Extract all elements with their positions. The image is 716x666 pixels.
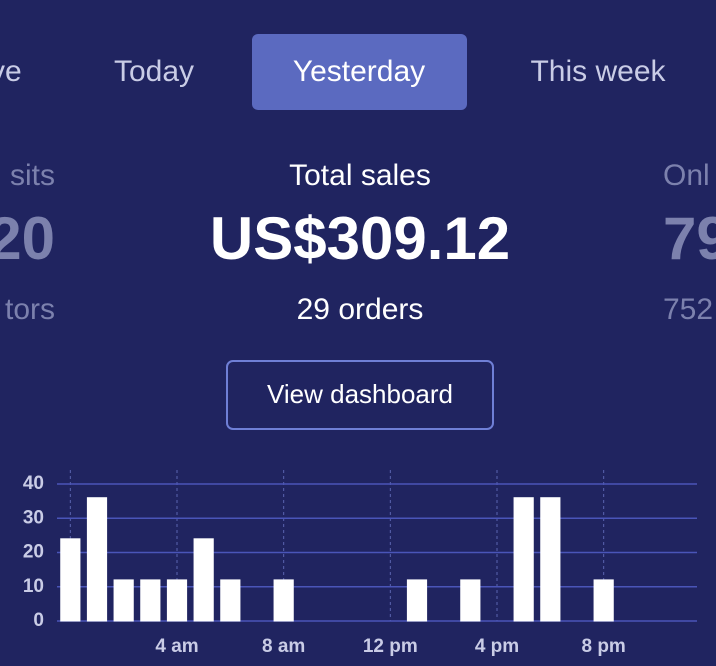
bar: [86, 497, 108, 622]
y-tick-label: 40: [23, 473, 44, 494]
stat-title: sits: [10, 159, 55, 192]
y-tick-label: 10: [23, 576, 44, 597]
x-tick-label: 8 am: [262, 636, 305, 657]
x-tick-label: 8 pm: [581, 636, 625, 657]
bar: [540, 497, 561, 622]
stat-right: Onl 79 752: [663, 159, 716, 326]
tab[interactable]: Today: [114, 55, 194, 88]
bar: [166, 579, 188, 622]
button-border[interactable]: [226, 360, 494, 430]
bar: [220, 579, 241, 622]
stat-detail: 29 orders: [297, 293, 424, 326]
bar: [140, 579, 161, 622]
x-tick-label: 12 pm: [363, 636, 418, 657]
stat-value: 79: [663, 205, 716, 272]
y-tick-label: 0: [33, 610, 44, 631]
stat-left: sits 20 tors: [0, 159, 55, 326]
x-tick-label: 4 pm: [475, 636, 519, 657]
bar: [60, 538, 81, 622]
y-tick-label: 20: [23, 542, 44, 563]
bar: [460, 579, 481, 622]
x-tick-label: 4 am: [155, 636, 198, 657]
stat-value: US$309.12: [210, 205, 510, 272]
tab[interactable]: This week: [530, 55, 666, 88]
stat-detail: tors: [5, 293, 55, 326]
stat-title: Total sales: [289, 159, 431, 192]
bar: [193, 538, 214, 622]
button-label[interactable]: View dashboard: [267, 379, 453, 409]
bar: [513, 497, 534, 622]
bar: [273, 579, 294, 622]
tab-active[interactable]: Yesterday: [293, 55, 425, 88]
stat-value: 20: [0, 205, 55, 272]
stat-center: Total sales US$309.12 29 orders: [210, 159, 510, 326]
tab[interactable]: ve: [0, 55, 22, 88]
stat-detail: 752: [663, 293, 713, 326]
bar: [593, 579, 614, 622]
bar: [113, 579, 134, 622]
bar: [406, 579, 428, 622]
active-tab-bg: [252, 34, 467, 110]
y-tick-label: 30: [23, 507, 44, 528]
stat-title: Onl: [663, 159, 710, 192]
